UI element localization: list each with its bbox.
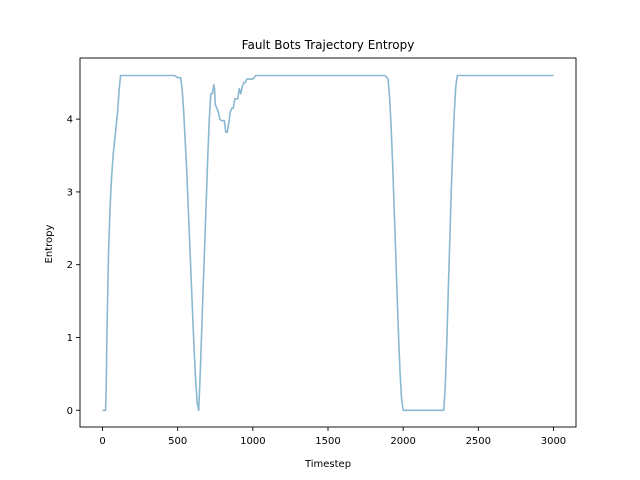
series-line [102,74,554,412]
x-tick-label: 2000 [390,436,415,447]
y-tick-label: 2 [67,260,73,271]
x-axis-title: Timestep [304,459,351,470]
y-axis: 0 1 2 3 4 [67,115,80,417]
x-tick-label: 3000 [541,436,566,447]
x-tick-label: 1500 [315,436,340,447]
y-tick-label: 0 [67,406,73,417]
x-tick-label: 2500 [466,436,491,447]
y-tick-label: 1 [67,333,73,344]
y-tick-label: 3 [67,187,73,198]
x-tick-label: 500 [168,436,187,447]
chart-title: Fault Bots Trajectory Entropy [242,38,415,52]
x-tick-label: 1000 [240,436,265,447]
x-tick-label: 0 [99,436,105,447]
plot-area: 0 500 1000 1500 2000 2500 3000 0 1 2 3 4 [67,57,577,447]
x-axis: 0 500 1000 1500 2000 2500 3000 [99,427,566,447]
y-tick-label: 4 [67,115,73,126]
series-group [102,74,554,412]
y-axis-title: Entropy [44,224,55,263]
